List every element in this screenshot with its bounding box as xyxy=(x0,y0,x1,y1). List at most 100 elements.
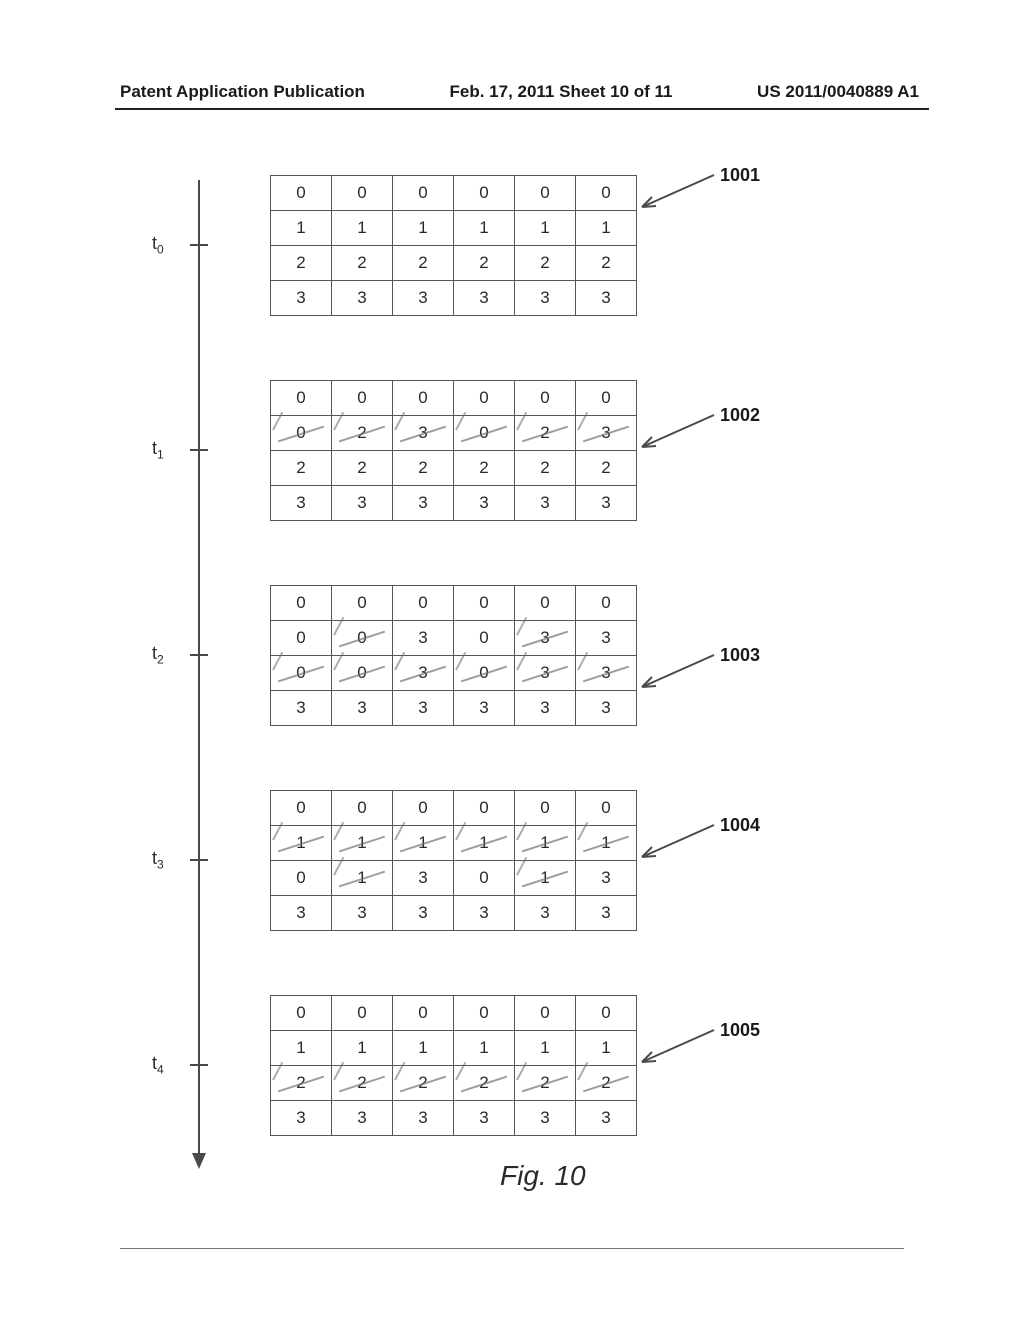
reference-number: 1003 xyxy=(720,645,760,665)
table-cell: 2 xyxy=(454,1066,515,1101)
callout-arrow-icon xyxy=(636,653,716,693)
time-label: t4 xyxy=(152,1053,164,1077)
table-cell: 0 xyxy=(271,656,332,691)
grid-table: 000000111111013013333333 xyxy=(270,790,637,931)
table-cell: 0 xyxy=(332,791,393,826)
table-cell: 2 xyxy=(393,1066,454,1101)
grid-table: 000000003033003033333333 xyxy=(270,585,637,726)
table-cell: 3 xyxy=(454,691,515,726)
grid-table: 000000111111222222333333 xyxy=(270,995,637,1136)
table-cell: 3 xyxy=(332,281,393,316)
table-cell: 1 xyxy=(271,826,332,861)
callout-arrow-icon xyxy=(636,413,716,453)
table-row: 000000 xyxy=(271,381,637,416)
reference-callout: 1003 xyxy=(720,645,760,666)
reference-number: 1001 xyxy=(720,165,760,185)
table-cell: 2 xyxy=(332,1066,393,1101)
time-tick xyxy=(190,1064,208,1066)
table-cell: 3 xyxy=(271,281,332,316)
table-cell: 2 xyxy=(271,246,332,281)
table-cell: 0 xyxy=(515,381,576,416)
time-axis-arrow-icon xyxy=(192,1153,206,1169)
table-cell: 2 xyxy=(332,451,393,486)
table-cell: 2 xyxy=(515,451,576,486)
grid-table: 000000023023222222333333 xyxy=(270,380,637,521)
table-row: 222222 xyxy=(271,451,637,486)
table-cell: 0 xyxy=(393,381,454,416)
reference-number: 1004 xyxy=(720,815,760,835)
table-cell: 0 xyxy=(454,586,515,621)
table-cell: 1 xyxy=(454,826,515,861)
table-cell: 0 xyxy=(454,621,515,656)
table-cell: 3 xyxy=(271,1101,332,1136)
time-label: t2 xyxy=(152,643,164,667)
table-cell: 2 xyxy=(332,416,393,451)
time-label: t3 xyxy=(152,848,164,872)
table-cell: 3 xyxy=(393,1101,454,1136)
table-row: 222222 xyxy=(271,246,637,281)
table-cell: 3 xyxy=(332,896,393,931)
figure-caption: Fig. 10 xyxy=(500,1160,586,1192)
table-cell: 0 xyxy=(515,586,576,621)
table-cell: 3 xyxy=(393,656,454,691)
table-cell: 0 xyxy=(454,861,515,896)
time-tick xyxy=(190,654,208,656)
table-row: 333333 xyxy=(271,486,637,521)
table-cell: 3 xyxy=(393,281,454,316)
page: Patent Application Publication Feb. 17, … xyxy=(0,0,1024,1320)
table-cell: 3 xyxy=(454,281,515,316)
grid-block: 000000023023222222333333 xyxy=(270,380,637,521)
table-cell: 0 xyxy=(576,176,637,211)
table-cell: 0 xyxy=(393,996,454,1031)
table-cell: 1 xyxy=(454,1031,515,1066)
time-label: t1 xyxy=(152,438,164,462)
table-cell: 1 xyxy=(271,1031,332,1066)
table-cell: 0 xyxy=(332,656,393,691)
table-cell: 1 xyxy=(393,826,454,861)
table-row: 013013 xyxy=(271,861,637,896)
table-cell: 2 xyxy=(393,451,454,486)
table-cell: 0 xyxy=(271,791,332,826)
table-cell: 0 xyxy=(271,996,332,1031)
table-cell: 3 xyxy=(576,861,637,896)
table-cell: 1 xyxy=(332,1031,393,1066)
table-row: 111111 xyxy=(271,826,637,861)
table-cell: 3 xyxy=(515,656,576,691)
time-label: t0 xyxy=(152,233,164,257)
table-cell: 3 xyxy=(271,691,332,726)
table-cell: 3 xyxy=(454,486,515,521)
time-label-sub: 4 xyxy=(157,1063,164,1077)
table-cell: 2 xyxy=(515,1066,576,1101)
table-cell: 0 xyxy=(454,416,515,451)
table-cell: 2 xyxy=(332,246,393,281)
table-cell: 0 xyxy=(576,381,637,416)
table-cell: 2 xyxy=(515,246,576,281)
table-row: 003033 xyxy=(271,656,637,691)
table-cell: 0 xyxy=(576,586,637,621)
table-cell: 3 xyxy=(576,486,637,521)
table-row: 111111 xyxy=(271,1031,637,1066)
table-cell: 2 xyxy=(454,246,515,281)
table-cell: 0 xyxy=(454,656,515,691)
table-cell: 1 xyxy=(271,211,332,246)
time-axis xyxy=(198,180,200,1160)
table-cell: 2 xyxy=(515,416,576,451)
table-cell: 1 xyxy=(332,211,393,246)
grid-block: 000000111111013013333333 xyxy=(270,790,637,931)
table-row: 000000 xyxy=(271,996,637,1031)
reference-callout: 1005 xyxy=(720,1020,760,1041)
table-cell: 3 xyxy=(515,1101,576,1136)
reference-number: 1002 xyxy=(720,405,760,425)
table-cell: 2 xyxy=(454,451,515,486)
time-label-sub: 1 xyxy=(157,448,164,462)
table-cell: 3 xyxy=(576,416,637,451)
grid-block: 000000003033003033333333 xyxy=(270,585,637,726)
grid-table: 000000111111222222333333 xyxy=(270,175,637,316)
table-row: 333333 xyxy=(271,1101,637,1136)
table-row: 023023 xyxy=(271,416,637,451)
table-cell: 3 xyxy=(576,621,637,656)
table-cell: 1 xyxy=(454,211,515,246)
table-cell: 2 xyxy=(576,246,637,281)
table-cell: 0 xyxy=(393,586,454,621)
table-cell: 1 xyxy=(393,1031,454,1066)
